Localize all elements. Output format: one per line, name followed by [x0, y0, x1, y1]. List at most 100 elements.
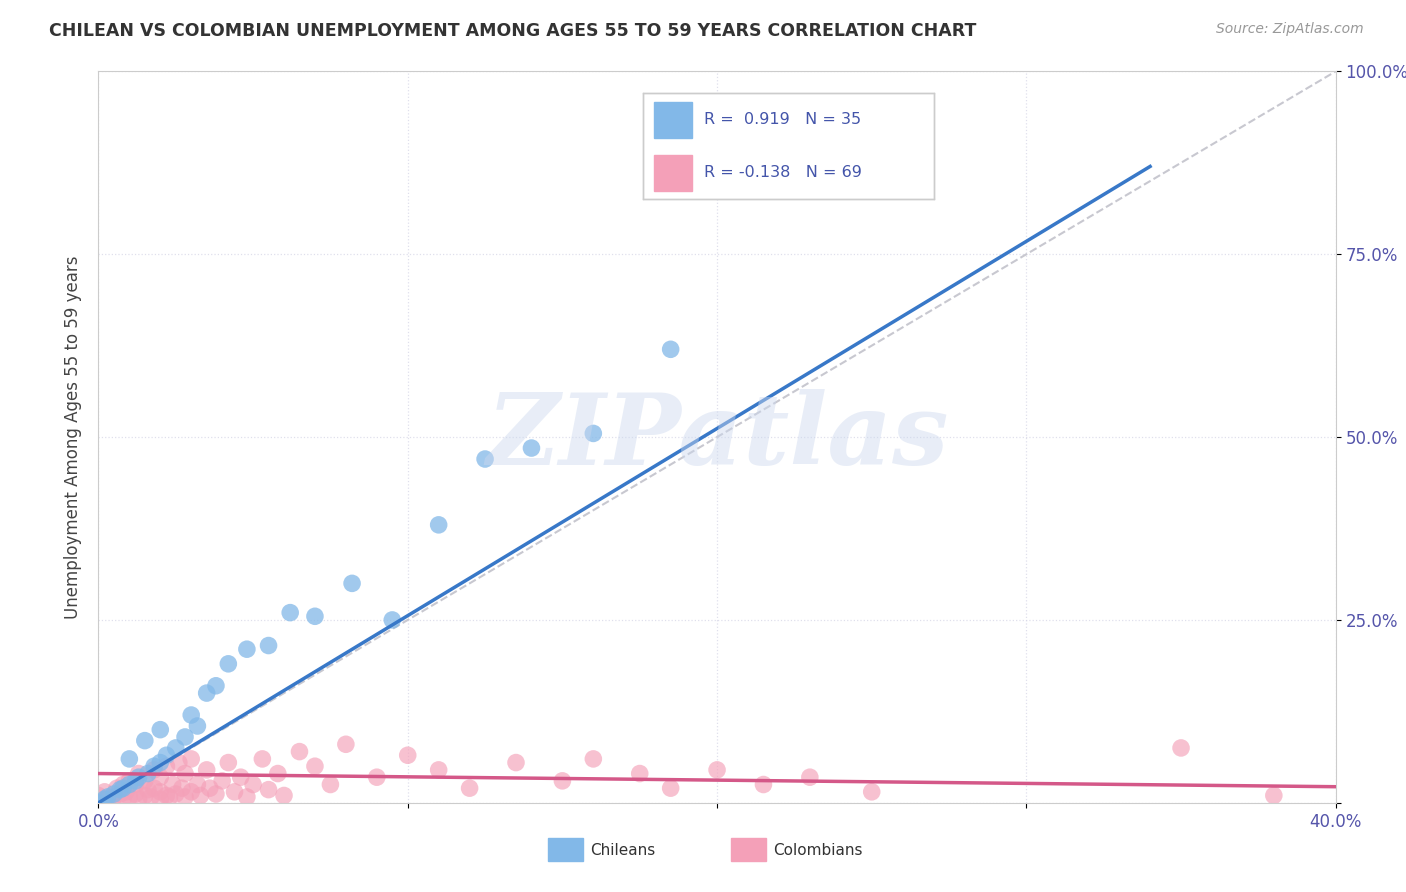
Point	[134, 773, 156, 788]
Point	[155, 759, 177, 773]
Point	[242, 778, 264, 792]
Text: Source: ZipAtlas.com: Source: ZipAtlas.com	[1216, 22, 1364, 37]
Point	[427, 517, 450, 532]
Point	[159, 789, 181, 804]
Point	[180, 785, 202, 799]
Point	[87, 796, 110, 810]
Point	[186, 719, 208, 733]
Text: Colombians: Colombians	[773, 843, 863, 857]
Point	[229, 770, 252, 784]
Point	[381, 613, 404, 627]
Point	[396, 748, 419, 763]
Point	[105, 781, 128, 796]
Point	[149, 792, 172, 806]
Point	[174, 730, 197, 744]
Point	[205, 679, 228, 693]
Point	[582, 752, 605, 766]
Point	[458, 781, 481, 796]
Point	[236, 642, 259, 657]
Point	[174, 789, 197, 804]
Point	[205, 787, 228, 801]
Point	[170, 781, 193, 796]
Point	[236, 789, 259, 804]
Point	[118, 789, 141, 804]
Point	[174, 766, 197, 780]
Point	[115, 785, 138, 799]
Point	[768, 160, 790, 174]
Point	[1170, 740, 1192, 755]
Point	[149, 785, 172, 799]
Point	[108, 782, 131, 797]
Point	[124, 787, 146, 801]
Point	[706, 763, 728, 777]
Point	[288, 745, 311, 759]
Point	[190, 789, 212, 803]
Text: ZIPatlas: ZIPatlas	[486, 389, 948, 485]
Point	[103, 789, 125, 804]
Point	[582, 426, 605, 441]
Point	[118, 773, 141, 788]
Point	[149, 770, 172, 784]
Point	[165, 787, 187, 801]
Point	[224, 785, 246, 799]
Point	[180, 708, 202, 723]
Point	[505, 756, 527, 770]
Point	[134, 789, 156, 803]
Point	[97, 792, 120, 806]
Point	[659, 343, 682, 357]
Point	[799, 770, 821, 784]
Point	[278, 606, 301, 620]
Point	[319, 778, 342, 792]
Point	[143, 763, 166, 777]
Point	[186, 778, 208, 792]
Y-axis label: Unemployment Among Ages 55 to 59 years: Unemployment Among Ages 55 to 59 years	[63, 255, 82, 619]
Point	[149, 756, 172, 770]
Point	[136, 766, 159, 780]
Point	[97, 789, 120, 804]
Point	[628, 766, 651, 780]
Point	[112, 792, 135, 806]
Point	[217, 657, 239, 671]
Point	[860, 785, 883, 799]
Point	[474, 452, 496, 467]
Point	[267, 766, 290, 780]
Point	[143, 781, 166, 796]
Text: CHILEAN VS COLOMBIAN UNEMPLOYMENT AMONG AGES 55 TO 59 YEARS CORRELATION CHART: CHILEAN VS COLOMBIAN UNEMPLOYMENT AMONG …	[49, 22, 977, 40]
Point	[1263, 789, 1285, 803]
Point	[118, 752, 141, 766]
Point	[180, 752, 202, 766]
Point	[273, 789, 295, 803]
Point	[752, 778, 775, 792]
Point	[427, 763, 450, 777]
Point	[366, 770, 388, 784]
Point	[124, 773, 146, 788]
Point	[112, 778, 135, 792]
Point	[195, 686, 218, 700]
Point	[198, 781, 221, 796]
Point	[257, 782, 280, 797]
Point	[304, 759, 326, 773]
Point	[551, 773, 574, 788]
Point	[659, 781, 682, 796]
Point	[93, 785, 115, 799]
Point	[165, 740, 187, 755]
Point	[217, 756, 239, 770]
Point	[128, 770, 150, 784]
Point	[304, 609, 326, 624]
Point	[112, 781, 135, 796]
Point	[108, 787, 131, 801]
Point	[93, 792, 115, 806]
Point	[134, 733, 156, 747]
Point	[143, 759, 166, 773]
Point	[103, 787, 125, 801]
Point	[155, 789, 177, 803]
Point	[128, 792, 150, 806]
Point	[87, 789, 110, 803]
Point	[118, 778, 141, 792]
Point	[167, 756, 190, 770]
Point	[335, 737, 357, 751]
Point	[252, 752, 274, 766]
Point	[149, 723, 172, 737]
Point	[124, 778, 146, 792]
Point	[139, 789, 162, 804]
